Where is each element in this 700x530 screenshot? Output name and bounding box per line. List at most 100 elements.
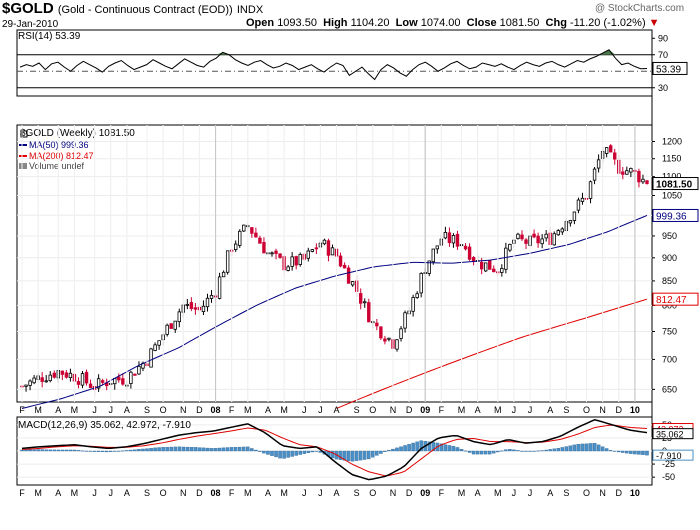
macd-xaxis-label-4: J	[92, 488, 97, 498]
macd-histogram-bar	[157, 447, 161, 452]
macd-histogram-bar	[512, 449, 516, 452]
price-candle-body	[625, 170, 629, 175]
price-xaxis-label-31: S	[563, 405, 569, 415]
price-candle-body	[346, 267, 351, 284]
price-candle-body	[189, 302, 194, 309]
price-candle-body	[173, 320, 177, 330]
low-label: Low	[395, 17, 418, 29]
macd-xaxis-label-17: J	[318, 488, 323, 498]
down-triangle-icon: ▼	[648, 17, 660, 29]
macd-histogram-bar	[221, 447, 226, 452]
price-candle-body	[314, 247, 319, 250]
price-candle-body	[270, 252, 274, 255]
macd-histogram-bar	[270, 450, 274, 456]
macd-histogram-bar	[181, 446, 186, 452]
macd-histogram-bar	[637, 450, 641, 455]
price-candle-body	[24, 384, 28, 387]
price-candle-body	[117, 376, 121, 381]
macd-histogram-bar	[600, 446, 605, 452]
price-xaxis-label-33: N	[599, 405, 606, 415]
price-legend-title: $GOLD (Weekly) 1081.50	[20, 128, 135, 139]
price-xaxis-label-16: J	[302, 405, 307, 415]
symbol-text: $GOLD	[2, 0, 54, 17]
price-candle-body	[242, 224, 246, 232]
low-value: 1074.00	[420, 17, 461, 29]
macd-histogram-bar	[354, 450, 359, 461]
price-candle-body	[310, 249, 315, 252]
price-candle-body	[84, 371, 89, 384]
macd-xaxis-label-10: D	[196, 488, 203, 498]
macd-xaxis-label-18: A	[334, 488, 340, 498]
macd-histogram-bar	[121, 450, 125, 452]
rsi-label: RSI(14) 53.39	[18, 31, 81, 42]
macd-histogram-bar	[149, 448, 153, 452]
chg-label: Chg	[545, 17, 567, 29]
price-candle-body	[492, 268, 496, 273]
price-candle-body	[419, 273, 423, 294]
price-candle-body	[383, 338, 387, 342]
macd-histogram-bar	[68, 449, 73, 452]
price-candle-body	[298, 254, 302, 265]
price-candle-body	[540, 238, 544, 245]
volume-legend-label: Volume undef	[29, 161, 85, 171]
macd-histogram-bar	[201, 447, 206, 452]
macd-histogram-bar	[217, 447, 222, 452]
price-xaxis-label-18: A	[334, 405, 340, 415]
macd-xaxis-label-31: S	[563, 488, 569, 498]
macd-histogram-bar	[310, 450, 315, 453]
macd-histogram-bar	[258, 450, 262, 452]
price-xaxis-label-15: M	[280, 405, 288, 415]
macd-histogram-bar	[572, 444, 577, 452]
macd-histogram-bar	[60, 449, 65, 452]
price-candle-body	[467, 246, 472, 260]
price-candle-body	[608, 145, 613, 153]
price-candle-body	[427, 260, 431, 274]
rsi-tick-90: 90	[658, 33, 668, 43]
macd-histogram-bar	[237, 446, 242, 452]
price-xaxis-label-24: F	[439, 405, 445, 415]
macd-histogram-bar	[375, 450, 379, 456]
macd-xaxis-label-33: N	[599, 488, 606, 498]
macd-histogram-bar	[185, 446, 190, 452]
price-candle-body	[395, 339, 399, 350]
macd-histogram-bar	[592, 443, 597, 452]
macd-histogram-bar	[379, 450, 383, 454]
price-candle-body	[556, 230, 560, 236]
macd-xaxis-label-35: 10	[630, 488, 640, 498]
macd-histogram-bar	[540, 450, 544, 452]
price-xaxis-label-27: M	[494, 405, 502, 415]
macd-histogram-bar	[189, 447, 194, 452]
macd-histogram-bar	[76, 450, 81, 452]
macd-line	[21, 418, 648, 481]
macd-histogram-bar	[621, 450, 625, 453]
macd-xaxis-label-23: 09	[420, 488, 430, 498]
macd-histogram-bar	[451, 446, 456, 452]
macd-histogram-bar	[40, 449, 44, 452]
price-candle-body	[488, 260, 492, 270]
rsi-value-tag-box	[652, 61, 688, 75]
price-panel-frame	[16, 124, 653, 403]
open-label: Open	[246, 17, 275, 29]
price-xaxis-label-23: 09	[420, 405, 430, 415]
macd-histogram-bar	[371, 450, 375, 458]
price-candle-body	[455, 233, 460, 247]
price-candle-body	[560, 228, 565, 233]
macd-histogram-bar	[129, 449, 133, 452]
watermark: @ StockCharts.com	[595, 3, 685, 14]
price-candle-body	[350, 281, 355, 286]
price-xaxis-label-35: 10	[630, 405, 640, 415]
macd-label: MACD(12,26,9) 35.062, 42.972, -7.910	[18, 420, 191, 431]
close-value-tag: 1081.50	[656, 180, 693, 191]
price-candle-body	[524, 239, 528, 244]
price-candle-body	[286, 266, 290, 271]
macd-xaxis-label-14: A	[265, 488, 271, 498]
macd-histogram-bar	[407, 444, 411, 452]
macd-histogram-bar	[625, 450, 629, 454]
price-candle-body	[76, 381, 81, 385]
macd-histogram-bar	[633, 450, 637, 455]
macd-histogram-bar	[254, 449, 258, 452]
macd-xaxis-label-7: S	[144, 488, 150, 498]
macd-histogram-bar	[641, 450, 645, 455]
macd-xaxis-label-21: N	[390, 488, 397, 498]
price-candle-body	[463, 245, 468, 250]
